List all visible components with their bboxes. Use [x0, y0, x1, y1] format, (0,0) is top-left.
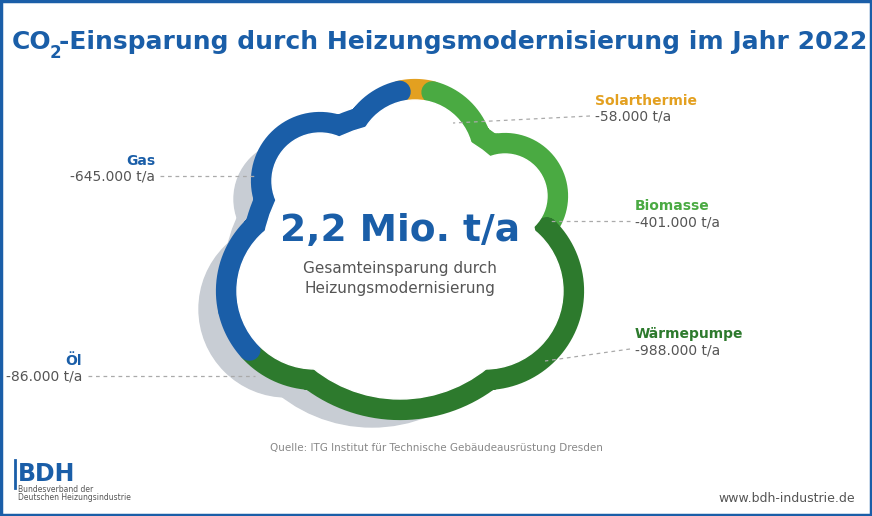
- Circle shape: [227, 203, 403, 379]
- Text: Bundesverband der: Bundesverband der: [18, 486, 93, 494]
- Circle shape: [262, 123, 538, 399]
- Text: Deutschen Heizungsindustrie: Deutschen Heizungsindustrie: [18, 493, 131, 503]
- Text: Wärmepumpe: Wärmepumpe: [635, 327, 744, 341]
- Text: 2: 2: [50, 44, 61, 62]
- Text: Gesamteinsparung durch: Gesamteinsparung durch: [303, 262, 497, 277]
- Text: -988.000 t/a: -988.000 t/a: [635, 343, 720, 357]
- Text: -Einsparung durch Heizungsmodernisierung im Jahr 2022 in Deutschland: -Einsparung durch Heizungsmodernisierung…: [59, 30, 872, 54]
- Text: 2,2 Mio. t/a: 2,2 Mio. t/a: [280, 213, 520, 249]
- Text: Biomasse: Biomasse: [635, 199, 710, 213]
- Text: -58.000 t/a: -58.000 t/a: [595, 110, 671, 124]
- Circle shape: [199, 221, 375, 397]
- Circle shape: [453, 144, 557, 248]
- Circle shape: [397, 203, 573, 379]
- Circle shape: [369, 221, 545, 397]
- Text: Öl: Öl: [65, 354, 82, 368]
- Circle shape: [407, 213, 563, 369]
- Circle shape: [237, 213, 393, 369]
- Circle shape: [252, 113, 548, 409]
- Text: Quelle: ITG Institut für Technische Gebäudeausrüstung Dresden: Quelle: ITG Institut für Technische Gebä…: [269, 443, 603, 453]
- Text: Heizungsmodernisierung: Heizungsmodernisierung: [304, 282, 495, 297]
- Circle shape: [319, 108, 455, 244]
- Circle shape: [224, 131, 520, 427]
- Text: -645.000 t/a: -645.000 t/a: [70, 170, 155, 184]
- Text: -401.000 t/a: -401.000 t/a: [635, 215, 720, 229]
- Circle shape: [234, 141, 350, 257]
- Text: Solarthermie: Solarthermie: [595, 94, 697, 108]
- Text: BDH: BDH: [18, 462, 75, 486]
- Circle shape: [347, 90, 483, 226]
- Text: CO: CO: [11, 30, 51, 54]
- Text: Gas: Gas: [126, 154, 155, 168]
- Circle shape: [463, 154, 547, 238]
- Text: www.bdh-industrie.de: www.bdh-industrie.de: [719, 492, 855, 505]
- Circle shape: [357, 100, 473, 216]
- Circle shape: [262, 123, 378, 239]
- Circle shape: [272, 133, 368, 229]
- Circle shape: [425, 162, 529, 266]
- Text: -86.000 t/a: -86.000 t/a: [5, 370, 82, 384]
